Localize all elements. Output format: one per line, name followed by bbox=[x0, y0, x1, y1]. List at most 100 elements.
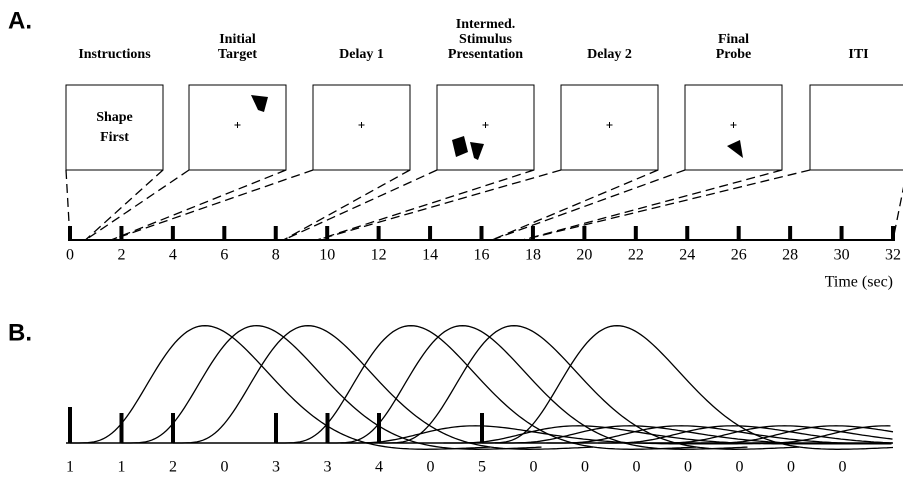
event-bar bbox=[68, 407, 72, 443]
projection bbox=[110, 169, 287, 241]
regressor-label: 1 bbox=[118, 459, 126, 476]
tick-mark bbox=[736, 226, 741, 240]
tick-mark bbox=[685, 226, 690, 240]
regressor-label: 0 bbox=[787, 459, 795, 476]
regressor-label: 3 bbox=[272, 459, 280, 476]
tick-mark bbox=[633, 226, 638, 240]
projection bbox=[110, 169, 314, 241]
tick-mark bbox=[530, 226, 535, 240]
phase-title: Presentation bbox=[448, 47, 523, 62]
tick-label: 24 bbox=[679, 247, 695, 264]
hrf-curve bbox=[482, 325, 894, 450]
phase-title: Delay 1 bbox=[339, 47, 384, 62]
regressor-label: 1 bbox=[66, 459, 74, 476]
regressor-label: 3 bbox=[324, 459, 332, 476]
projection bbox=[85, 169, 190, 241]
tick-mark bbox=[376, 226, 381, 240]
hrf-curve bbox=[649, 425, 893, 444]
phase-title: Instructions bbox=[78, 47, 151, 62]
stimulus-shape bbox=[727, 140, 743, 158]
hrf-curve bbox=[121, 325, 542, 450]
tick-mark bbox=[273, 226, 278, 240]
tick-label: 0 bbox=[66, 247, 74, 264]
tick-mark bbox=[170, 226, 175, 240]
stimulus-shape bbox=[470, 142, 484, 160]
projection bbox=[65, 169, 71, 241]
phase-title: Final bbox=[718, 32, 749, 47]
hrf-curve bbox=[327, 325, 748, 450]
tick-label: 14 bbox=[422, 247, 438, 264]
panel-label: B. bbox=[8, 319, 32, 346]
tick-label: 26 bbox=[731, 247, 747, 264]
projection bbox=[491, 169, 659, 241]
event-bar bbox=[274, 413, 278, 443]
projection bbox=[316, 169, 535, 241]
phase-title: Intermed. bbox=[456, 17, 516, 32]
phase-title: ITI bbox=[848, 47, 868, 62]
hrf-curve bbox=[276, 325, 697, 450]
tick-mark bbox=[325, 226, 330, 240]
hrf-curve bbox=[546, 425, 892, 445]
fixation bbox=[482, 122, 489, 128]
regressor-label: 0 bbox=[530, 459, 538, 476]
tick-label: 12 bbox=[371, 247, 387, 264]
screen-text: Shape bbox=[96, 110, 133, 125]
tick-mark bbox=[428, 226, 433, 240]
projection bbox=[316, 169, 562, 241]
regressor-label: 0 bbox=[221, 459, 229, 476]
phase-title: Initial bbox=[219, 32, 256, 47]
tick-label: 6 bbox=[220, 247, 228, 264]
tick-mark bbox=[891, 226, 895, 240]
panel-label: A. bbox=[8, 7, 32, 34]
phase-title: Stimulus bbox=[459, 32, 512, 47]
projection bbox=[892, 186, 903, 241]
projection bbox=[491, 169, 686, 241]
tick-label: 32 bbox=[885, 247, 901, 264]
tick-label: 2 bbox=[117, 247, 125, 264]
fixation bbox=[730, 122, 737, 128]
regressor-label: 0 bbox=[633, 459, 641, 476]
screen-text: First bbox=[100, 130, 129, 145]
regressor-label: 0 bbox=[427, 459, 435, 476]
hrf-curve bbox=[340, 425, 761, 445]
projection bbox=[522, 169, 783, 241]
projection bbox=[283, 169, 411, 241]
axis-label: Time (sec) bbox=[825, 274, 893, 291]
tick-label: 16 bbox=[474, 247, 490, 264]
tick-mark bbox=[788, 226, 793, 240]
screen bbox=[809, 84, 903, 171]
regressor-label: 0 bbox=[581, 459, 589, 476]
tick-mark bbox=[222, 226, 227, 240]
event-bar bbox=[480, 413, 484, 443]
event-bar bbox=[325, 413, 330, 443]
tick-mark bbox=[839, 226, 844, 240]
tick-mark bbox=[119, 226, 124, 240]
regressor-label: 0 bbox=[839, 459, 847, 476]
stimulus-shape bbox=[452, 136, 468, 157]
hrf-curve bbox=[173, 325, 594, 450]
projection bbox=[522, 169, 811, 241]
tick-label: 18 bbox=[525, 247, 541, 264]
hrf-curve bbox=[752, 425, 891, 444]
phase-title: Probe bbox=[716, 47, 752, 62]
stimulus-shape bbox=[251, 95, 268, 112]
hrf-curve bbox=[443, 425, 864, 445]
event-bar bbox=[171, 413, 175, 443]
regressor-label: 5 bbox=[478, 459, 486, 476]
regressor-label: 0 bbox=[684, 459, 692, 476]
phase-title: Delay 2 bbox=[587, 47, 632, 62]
phase-title: Target bbox=[218, 47, 257, 62]
hrf-curve bbox=[495, 425, 891, 445]
event-bar bbox=[377, 413, 381, 443]
hrf-curve bbox=[70, 325, 491, 450]
tick-label: 22 bbox=[628, 247, 644, 264]
tick-label: 30 bbox=[834, 247, 850, 264]
tick-label: 4 bbox=[169, 247, 177, 264]
tick-label: 10 bbox=[319, 247, 335, 264]
tick-label: 28 bbox=[782, 247, 798, 264]
hrf-curve bbox=[598, 425, 893, 444]
screen bbox=[65, 84, 164, 171]
regressor-label: 0 bbox=[736, 459, 744, 476]
fixation bbox=[606, 122, 613, 128]
